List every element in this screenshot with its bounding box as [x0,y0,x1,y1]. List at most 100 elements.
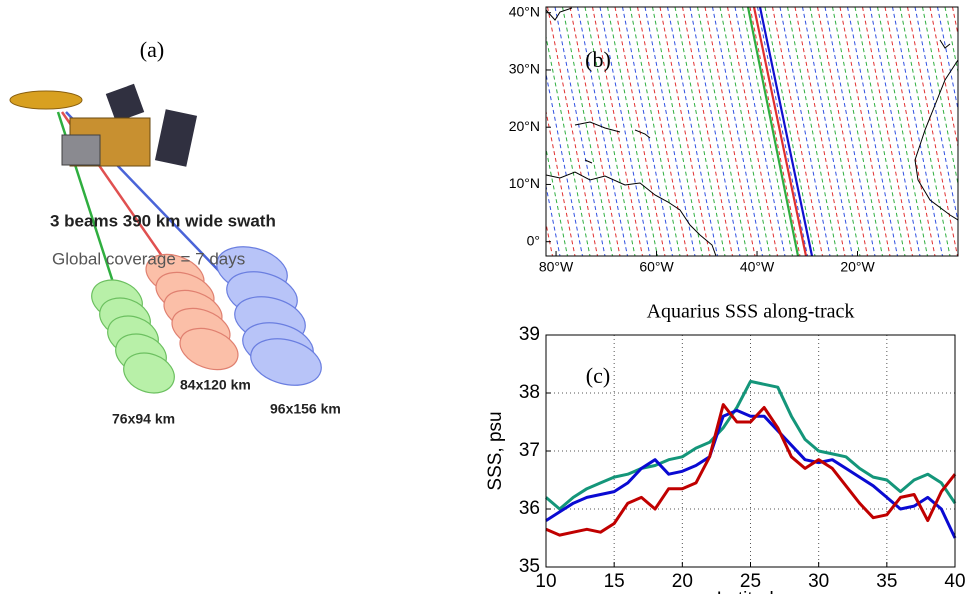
track [944,7,958,75]
track [727,7,778,256]
x-tick-label: 15 [604,571,625,592]
track [622,7,673,256]
track [869,7,921,256]
footprints-blue [216,246,322,386]
track [667,7,718,256]
x-tick-label: 60°W [639,259,674,275]
x-tick-label: 35 [876,571,897,592]
track [569,7,621,256]
track [764,7,816,256]
panel-label: (c) [586,363,610,388]
series-line [545,408,957,539]
track [458,7,508,256]
track [929,7,958,149]
track [734,7,786,256]
x-tick-label: 80°W [539,259,574,275]
track [554,7,606,256]
footprint-size: 84x120 km [180,377,251,393]
track [772,7,823,256]
track [794,7,846,256]
y-tick-label: 37 [519,440,540,461]
panel-label: (a) [140,37,164,62]
track [922,7,958,187]
highlight-track [752,7,808,256]
track [749,7,801,256]
track [644,7,696,256]
plot-frame [545,334,956,568]
y-axis-label: SSS, psu [485,411,506,490]
track [629,7,681,256]
track [960,7,969,256]
ground-tracks [450,7,969,256]
footprint-size: 96x156 km [270,401,341,417]
track [839,7,891,256]
chart-title: Aquarius SSS along-track [647,301,855,323]
track [450,7,500,256]
y-tick-label: 20°N [509,118,540,134]
track [937,7,958,112]
y-tick-label: 10°N [509,175,540,191]
track [779,7,831,256]
y-tick-label: 0° [527,232,540,248]
series-line [545,379,957,511]
satellite-diagram: (a) 3 beams 390 km wide swath Global cov… [9,37,341,427]
track [817,7,868,256]
y-tick-label: 30°N [509,61,540,77]
track [674,7,726,256]
footprints-red [145,253,239,371]
track [599,7,651,256]
swath-text: 3 beams 390 km wide swath [50,211,276,230]
track [847,7,898,256]
track [892,7,943,256]
y-tick-label: 38 [519,382,540,403]
track [854,7,906,256]
track [697,7,748,256]
track [914,7,958,224]
track [546,71,583,256]
series-line [545,403,957,537]
track [757,7,808,256]
x-axis-label: Latitude [717,589,785,594]
x-tick-label: 25 [740,571,761,592]
instrument [61,134,101,166]
track [689,7,741,256]
x-tick-label: 20 [672,571,693,592]
panel-label: (b) [585,47,611,72]
track [577,7,628,256]
track [719,7,771,256]
track [546,146,568,256]
track [682,7,733,256]
track [809,7,861,256]
x-tick-label: 40 [944,571,965,592]
track [832,7,883,256]
y-tick-label: 39 [519,324,540,345]
x-tick-label: 30 [808,571,829,592]
coastlines [546,7,958,256]
track [884,7,936,256]
track [637,7,688,256]
solar-panel [105,83,145,123]
plot-frame [545,6,959,257]
track [546,109,576,256]
track [607,7,658,256]
y-tick-label: 40°N [509,3,540,19]
x-tick-label: 10 [535,571,556,592]
track [877,7,928,256]
highlight-track [746,7,800,256]
track [584,7,636,256]
y-tick-label: 36 [519,498,540,519]
y-tick-label: 35 [519,556,540,577]
track [562,7,613,256]
track [547,7,598,256]
track [824,7,876,256]
highlight-track [758,7,814,256]
track [712,7,763,256]
charts: 80°W 60°W 40°W 20°W 0° 10°N 20°N 30°N 40°N (b) 10 1… [485,3,966,594]
track [742,7,793,256]
track [787,7,838,256]
track [465,7,515,256]
track [652,7,703,256]
x-tick-label: 20°W [840,259,875,275]
track [659,7,711,256]
